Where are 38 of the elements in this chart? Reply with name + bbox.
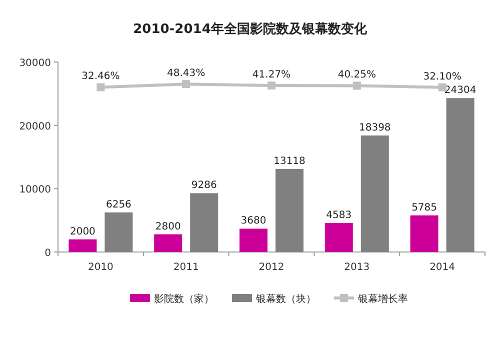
y-tick-label: 10000 (19, 184, 51, 196)
data-label: 4583 (326, 210, 352, 221)
data-label: 2800 (155, 221, 181, 232)
bar (104, 212, 133, 252)
x-tick-label: 2010 (88, 262, 114, 273)
bar (190, 193, 218, 252)
data-label: 2000 (70, 226, 96, 238)
bar (68, 239, 97, 252)
data-label: 40.25% (338, 70, 376, 81)
y-tick-label: 30000 (19, 58, 51, 69)
bar (240, 228, 268, 252)
chart-title: 2010-2014年全国影院数及银幕数变化 (133, 21, 368, 37)
y-tick-label: 20000 (19, 121, 51, 132)
legend-label: 银幕数（块） (255, 293, 316, 305)
bar (154, 234, 182, 252)
bar (446, 98, 474, 252)
bar (410, 215, 438, 252)
x-tick-label: 2013 (344, 262, 370, 273)
data-label: 32.46% (82, 71, 120, 82)
data-label: 48.43% (167, 68, 206, 80)
legend-label: 影院数（家） (154, 293, 214, 305)
data-label: 3680 (240, 216, 266, 227)
data-label: 24304 (444, 85, 476, 96)
data-label: 18398 (358, 122, 391, 134)
data-label: 6256 (106, 199, 132, 210)
data-label: 32.10% (423, 71, 462, 82)
bar (276, 168, 304, 252)
x-tick-label: 2011 (173, 262, 199, 273)
legend-label: 银幕增长率 (357, 293, 408, 305)
y-tick-label: 0 (44, 248, 51, 259)
x-tick-label: 2012 (258, 262, 284, 273)
data-label: 5785 (412, 202, 438, 214)
data-label: 13118 (274, 156, 306, 167)
x-tick-label: 2014 (430, 262, 456, 273)
data-label: 9286 (191, 180, 217, 192)
bar (360, 135, 389, 252)
bar (324, 222, 353, 252)
data-label: 41.27% (252, 70, 291, 80)
